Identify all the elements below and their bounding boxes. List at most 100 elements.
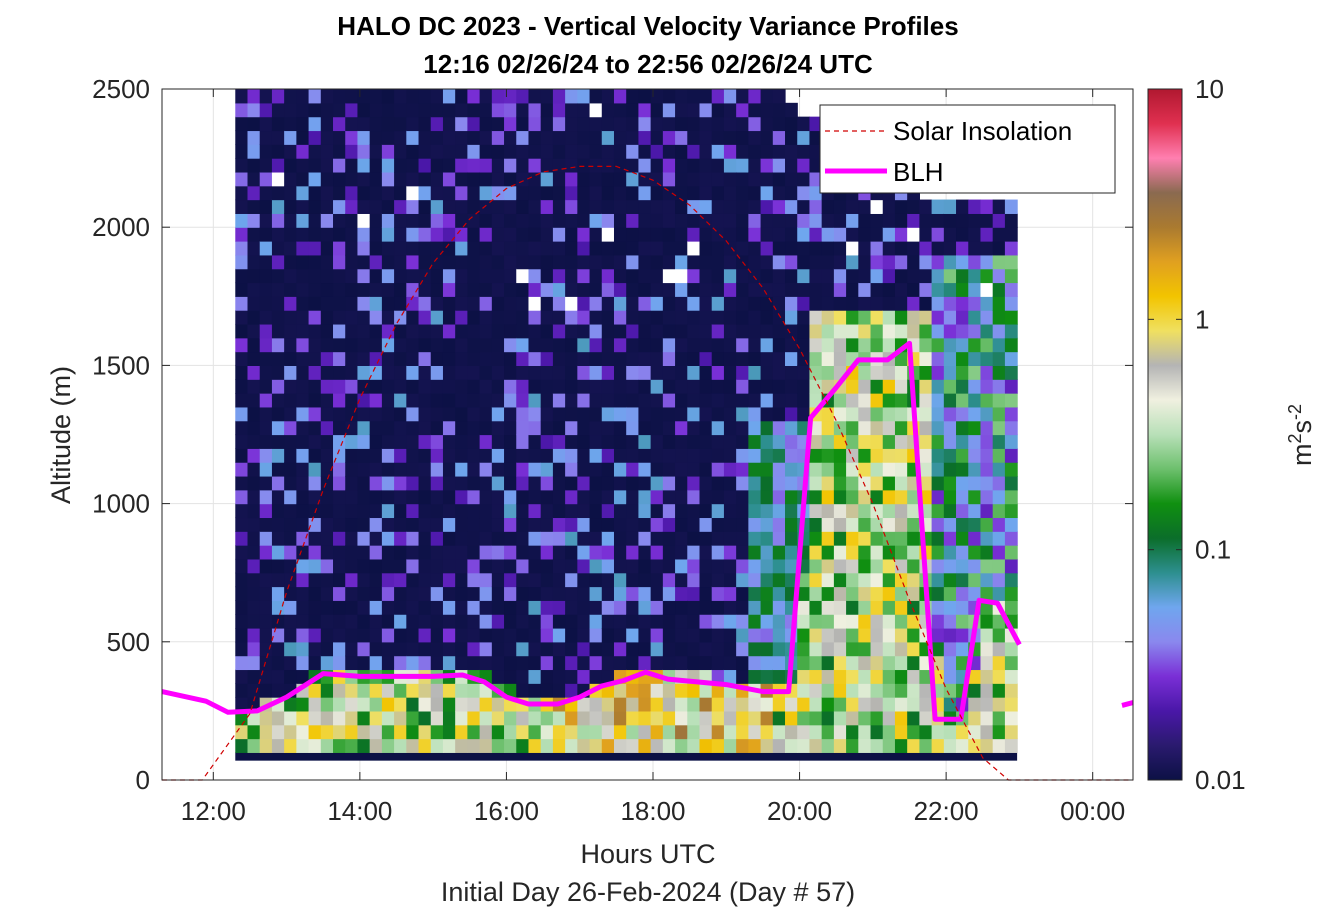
heatmap-cell <box>296 531 310 546</box>
heatmap-cell <box>992 337 1006 353</box>
heatmap-cell <box>467 655 481 671</box>
heatmap-cell <box>1004 406 1018 422</box>
heatmap-cell <box>284 268 297 284</box>
heatmap-cell <box>418 199 432 214</box>
heatmap-cell <box>455 337 468 353</box>
heatmap-cell <box>479 379 493 394</box>
heatmap-cell <box>381 185 395 201</box>
heatmap-cell <box>235 185 249 201</box>
heatmap-cell <box>626 296 640 311</box>
heatmap-cell <box>369 710 383 726</box>
heatmap-cell <box>577 406 591 422</box>
heatmap-cell <box>406 379 420 394</box>
heatmap-cell <box>235 268 249 284</box>
heatmap-cell <box>284 102 297 118</box>
heatmap-cell <box>491 365 505 380</box>
heatmap-cell <box>455 254 468 270</box>
heatmap-cell <box>455 185 468 201</box>
heatmap-cell <box>296 448 310 463</box>
heatmap-cell <box>846 241 859 256</box>
heatmap-cell <box>956 241 969 256</box>
heatmap-cell <box>247 434 261 449</box>
heatmap-cell <box>601 724 615 740</box>
heatmap-cell <box>894 296 908 311</box>
x-tick-label: 16:00 <box>474 796 539 826</box>
heatmap-cell <box>320 393 334 408</box>
heatmap-cell <box>589 241 603 256</box>
heatmap-cell <box>992 572 1006 588</box>
heatmap-cell <box>516 434 530 449</box>
heatmap-cell <box>943 627 957 643</box>
heatmap-cell <box>956 365 969 380</box>
heatmap-cell <box>442 379 456 394</box>
legend-box <box>819 104 1116 194</box>
heatmap-cell <box>430 241 444 256</box>
heatmap-cell <box>711 185 725 201</box>
colorbar-tick-label: 10 <box>1195 74 1224 104</box>
heatmap-cell <box>467 89 481 104</box>
heatmap-cell <box>528 600 542 615</box>
heatmap-cell <box>980 268 994 284</box>
heatmap-cell <box>956 351 969 366</box>
heatmap-cell <box>247 337 261 353</box>
heatmap-cell <box>650 517 664 532</box>
heatmap-cell <box>785 254 798 270</box>
heatmap-cell <box>626 420 640 436</box>
heatmap-cell <box>797 655 811 671</box>
heatmap-cell <box>785 434 798 449</box>
heatmap-cell <box>613 627 627 643</box>
heatmap-cell <box>516 600 530 615</box>
heatmap-cell <box>394 227 407 242</box>
heatmap-cell <box>528 199 542 214</box>
heatmap-cell <box>650 420 664 436</box>
heatmap-cell <box>259 185 273 201</box>
heatmap-cell <box>491 710 505 726</box>
heatmap-cell <box>259 586 273 601</box>
heatmap-cell <box>809 296 823 311</box>
heatmap-cell <box>662 199 676 214</box>
heatmap-cell <box>565 489 578 505</box>
heatmap-cell <box>271 144 285 159</box>
heatmap-cell <box>284 89 297 104</box>
heatmap-cell <box>357 614 371 629</box>
heatmap-cell <box>956 614 969 629</box>
heatmap-cell <box>638 545 652 560</box>
heatmap-cell <box>369 116 383 132</box>
heatmap-cell <box>247 310 261 325</box>
heatmap-cell <box>357 558 371 574</box>
heatmap-cell <box>723 337 737 353</box>
heatmap-cell <box>626 351 640 366</box>
heatmap-cell <box>491 600 505 615</box>
heatmap-cell <box>980 503 994 519</box>
heatmap-cell <box>467 365 481 380</box>
heatmap-cell <box>565 393 578 408</box>
heatmap-cell <box>821 310 835 325</box>
heatmap-cell <box>552 227 566 242</box>
heatmap-cell <box>809 254 823 270</box>
heatmap-cell <box>320 448 334 463</box>
heatmap-cell <box>577 158 591 173</box>
heatmap-cell <box>931 600 945 615</box>
heatmap-cell <box>504 365 517 380</box>
heatmap-cell <box>491 655 505 671</box>
heatmap-cell <box>528 724 542 740</box>
heatmap-cell <box>406 724 420 740</box>
heatmap-cell <box>723 669 737 684</box>
heatmap-cell <box>626 517 640 532</box>
heatmap-cell <box>931 379 945 394</box>
heatmap-cell <box>662 144 676 159</box>
heatmap-cell <box>772 724 786 740</box>
heatmap-cell <box>748 669 762 684</box>
heatmap-cell <box>369 185 383 201</box>
heatmap-cell <box>577 462 591 477</box>
heatmap-cell <box>284 185 297 201</box>
heatmap-cell <box>968 503 982 519</box>
heatmap-cell <box>577 185 591 201</box>
heatmap-cell <box>785 393 798 408</box>
heatmap-cell <box>308 199 322 214</box>
heatmap-cell <box>968 683 982 698</box>
heatmap-cell <box>748 600 762 615</box>
heatmap-cell <box>333 434 346 449</box>
heatmap-cell <box>296 337 310 353</box>
heatmap-cell <box>956 406 969 422</box>
